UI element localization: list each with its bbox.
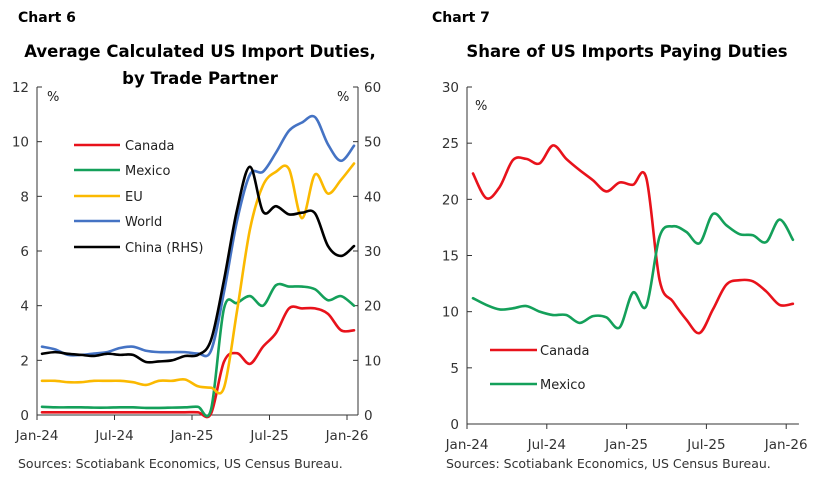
legend-label: Canada [125,139,174,154]
legend-label: Mexico [125,164,170,179]
legend-label: China (RHS) [125,241,203,256]
y-tick-label: 10 [12,135,29,151]
y-right-tick-label: 60 [364,80,381,96]
chart-title: Share of US Imports Paying Duties [466,42,787,61]
source-note: Sources: Scotiabank Economics, US Census… [446,456,771,471]
x-tick-label: Jan-26 [764,437,808,453]
y-tick-label: 25 [442,136,459,152]
y-tick-label: 6 [20,244,29,260]
y-tick-label: 12 [12,80,29,96]
legend-label: Canada [540,344,589,359]
series-line-canada [471,144,795,335]
x-tick-label: Jan-25 [604,437,648,453]
y-tick-label: 5 [450,361,459,377]
legend-label: EU [125,190,143,205]
y-tick-label: 0 [450,417,459,433]
series-line-world [40,114,356,358]
x-tick-label: Jan-24 [445,437,489,453]
y-tick-label: 0 [20,408,29,424]
y-right-tick-label: 40 [364,189,381,205]
y-unit-label: % [475,99,487,114]
source-note: Sources: Scotiabank Economics, US Census… [18,456,343,471]
y-right-tick-label: 30 [364,244,381,260]
x-tick-label: Jan-25 [170,428,214,444]
x-tick-label: Jan-26 [325,428,369,444]
y-right-tick-label: 10 [364,353,381,369]
y-tick-label: 8 [20,189,29,205]
y-right-unit-label: % [337,90,349,105]
series-line-china-rhs- [40,165,356,364]
chart-title: by Trade Partner [122,69,279,88]
y-unit-label: % [47,90,59,105]
series-line-eu [40,162,356,395]
series-line-mexico [471,212,795,330]
y-tick-label: 4 [20,299,29,315]
chart-title: Average Calculated US Import Duties, [24,42,376,61]
y-tick-label: 15 [442,249,459,265]
series-line-canada [40,305,356,419]
series-line-mexico [40,282,356,418]
legend-label: Mexico [540,378,585,393]
legend-label: World [125,215,162,230]
y-right-tick-label: 50 [364,135,381,151]
y-right-tick-label: 20 [364,299,381,315]
y-right-tick-label: 0 [364,408,373,424]
x-tick-label: Jul-24 [94,428,133,444]
x-tick-label: Jul-25 [686,437,725,453]
y-tick-label: 10 [442,305,459,321]
y-tick-label: 30 [442,80,459,96]
y-tick-label: 2 [20,353,29,369]
x-tick-label: Jul-25 [249,428,288,444]
y-tick-label: 20 [442,192,459,208]
chart-number: Chart 7 [432,10,490,26]
chart-number: Chart 6 [18,10,76,26]
x-tick-label: Jul-24 [527,437,566,453]
x-tick-label: Jan-24 [15,428,59,444]
